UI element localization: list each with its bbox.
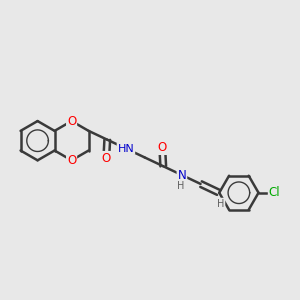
Text: HN: HN (118, 144, 134, 154)
Text: Cl: Cl (269, 186, 280, 199)
Text: O: O (102, 152, 111, 165)
Text: H: H (177, 181, 184, 191)
Text: O: O (158, 141, 167, 154)
Text: H: H (217, 199, 224, 208)
Text: N: N (178, 169, 186, 182)
Text: O: O (67, 154, 76, 167)
Text: O: O (67, 115, 76, 128)
